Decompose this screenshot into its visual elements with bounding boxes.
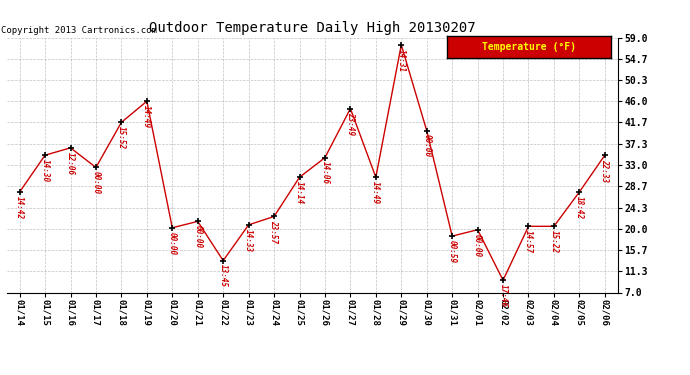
- Text: 13:45: 13:45: [219, 264, 228, 288]
- Text: 23:57: 23:57: [270, 220, 279, 243]
- Text: 00:00: 00:00: [168, 232, 177, 255]
- Text: 15:52: 15:52: [117, 126, 126, 149]
- Text: 14:30: 14:30: [41, 159, 50, 182]
- Text: Copyright 2013 Cartronics.com: Copyright 2013 Cartronics.com: [1, 26, 157, 35]
- Text: 14:14: 14:14: [295, 181, 304, 204]
- Text: 14:06: 14:06: [320, 162, 329, 184]
- Text: 00:00: 00:00: [473, 234, 482, 256]
- Text: 12:06: 12:06: [66, 152, 75, 175]
- Text: 00:00: 00:00: [92, 171, 101, 194]
- Text: 22:33: 22:33: [600, 159, 609, 182]
- Text: 14:33: 14:33: [244, 229, 253, 252]
- Text: 18:42: 18:42: [575, 196, 584, 219]
- Text: 14:57: 14:57: [524, 230, 533, 253]
- Text: 15:22: 15:22: [549, 230, 558, 253]
- Title: Outdoor Temperature Daily High 20130207: Outdoor Temperature Daily High 20130207: [149, 21, 475, 35]
- Text: 14:49: 14:49: [371, 181, 380, 204]
- Text: 23:49: 23:49: [346, 112, 355, 135]
- Text: 17:46: 17:46: [499, 284, 508, 307]
- Text: 00:00: 00:00: [193, 225, 202, 248]
- Text: 00:00: 00:00: [422, 135, 431, 158]
- Text: 14:42: 14:42: [15, 196, 24, 219]
- Text: 00:59: 00:59: [448, 240, 457, 263]
- Text: 14:49: 14:49: [142, 105, 151, 128]
- Text: 14:31: 14:31: [397, 49, 406, 72]
